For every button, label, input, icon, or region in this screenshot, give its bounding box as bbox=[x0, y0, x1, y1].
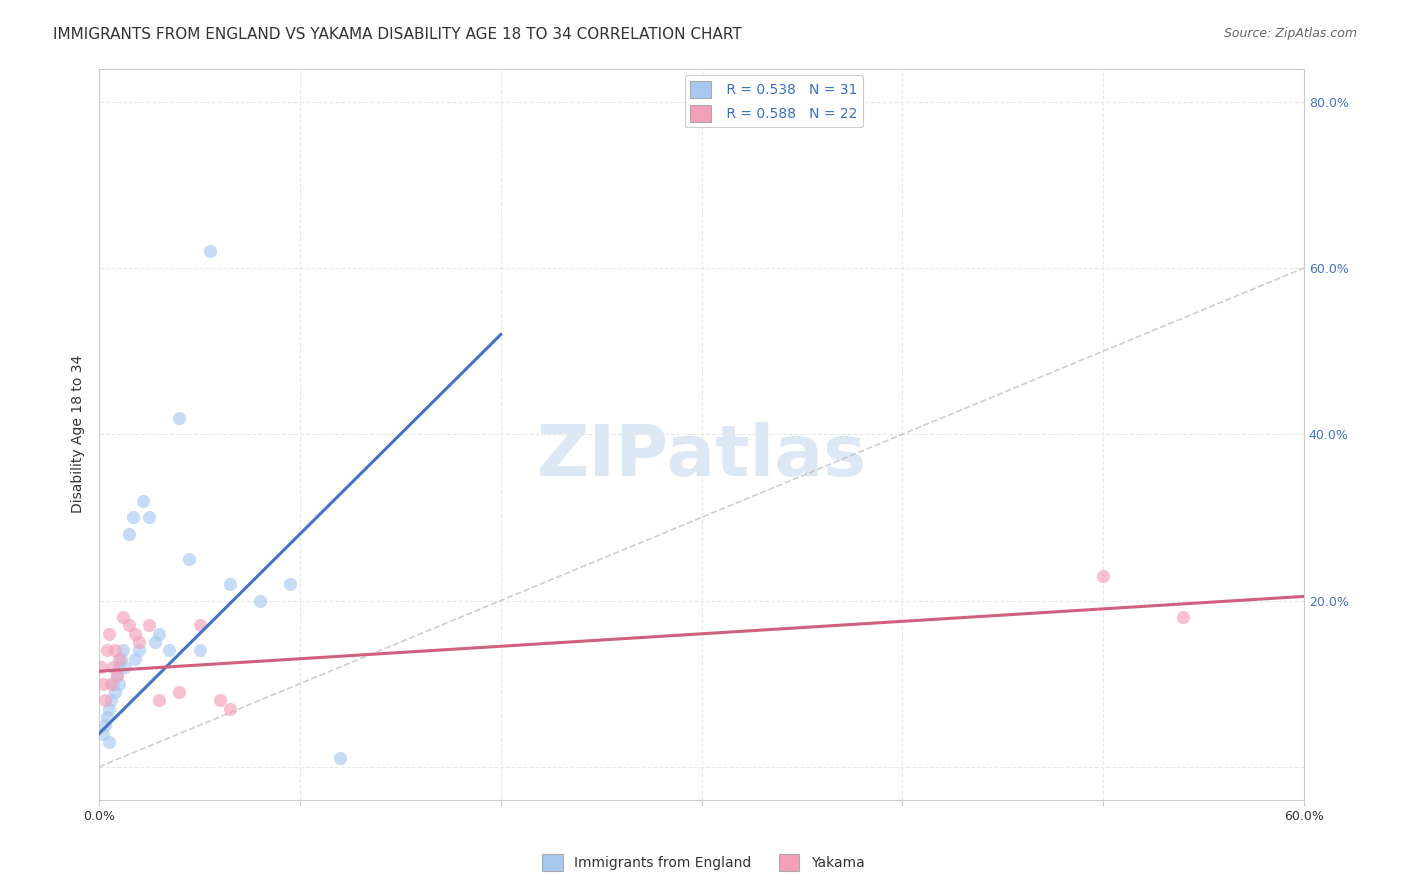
Point bbox=[179, 552, 201, 566]
Point bbox=[98, 701, 121, 715]
Point bbox=[138, 510, 160, 524]
Point bbox=[118, 618, 141, 632]
Point bbox=[96, 710, 118, 724]
Point bbox=[148, 627, 170, 641]
Point bbox=[110, 652, 132, 666]
Point bbox=[218, 577, 240, 591]
Point bbox=[124, 652, 146, 666]
Point bbox=[122, 510, 145, 524]
Point bbox=[91, 676, 114, 690]
Point bbox=[98, 735, 121, 749]
Point bbox=[118, 527, 141, 541]
Text: ZIPatlas: ZIPatlas bbox=[537, 422, 866, 491]
Point bbox=[128, 635, 150, 649]
Point bbox=[148, 693, 170, 707]
Point bbox=[96, 643, 118, 657]
Point bbox=[108, 660, 131, 674]
Legend: Immigrants from England, Yakama: Immigrants from England, Yakama bbox=[536, 848, 870, 876]
Point bbox=[157, 643, 180, 657]
Point bbox=[112, 643, 135, 657]
Point bbox=[104, 643, 127, 657]
Point bbox=[103, 676, 125, 690]
Point bbox=[112, 610, 135, 624]
Point bbox=[138, 618, 160, 632]
Point bbox=[249, 593, 271, 607]
Point bbox=[105, 668, 128, 682]
Point bbox=[114, 660, 136, 674]
Point bbox=[278, 577, 301, 591]
Point bbox=[188, 643, 211, 657]
Point bbox=[329, 751, 352, 765]
Point bbox=[90, 660, 112, 674]
Point bbox=[169, 685, 191, 699]
Point bbox=[104, 685, 127, 699]
Text: Source: ZipAtlas.com: Source: ZipAtlas.com bbox=[1223, 27, 1357, 40]
Point bbox=[100, 693, 122, 707]
Point bbox=[198, 244, 221, 259]
Point bbox=[105, 668, 128, 682]
Text: IMMIGRANTS FROM ENGLAND VS YAKAMA DISABILITY AGE 18 TO 34 CORRELATION CHART: IMMIGRANTS FROM ENGLAND VS YAKAMA DISABI… bbox=[53, 27, 742, 42]
Point bbox=[94, 718, 117, 732]
Point bbox=[128, 643, 150, 657]
Point bbox=[108, 676, 131, 690]
Y-axis label: Disability Age 18 to 34: Disability Age 18 to 34 bbox=[72, 355, 86, 514]
Legend:  R = 0.538   N = 31,  R = 0.588   N = 22: R = 0.538 N = 31, R = 0.588 N = 22 bbox=[685, 76, 863, 128]
Point bbox=[91, 726, 114, 740]
Point bbox=[108, 652, 131, 666]
Point bbox=[218, 701, 240, 715]
Point bbox=[1092, 568, 1115, 582]
Point bbox=[132, 493, 155, 508]
Point bbox=[143, 635, 166, 649]
Point bbox=[169, 410, 191, 425]
Point bbox=[103, 660, 125, 674]
Point bbox=[208, 693, 231, 707]
Point bbox=[98, 627, 121, 641]
Point bbox=[100, 676, 122, 690]
Point bbox=[124, 627, 146, 641]
Point bbox=[188, 618, 211, 632]
Point bbox=[94, 693, 117, 707]
Point bbox=[1173, 610, 1195, 624]
